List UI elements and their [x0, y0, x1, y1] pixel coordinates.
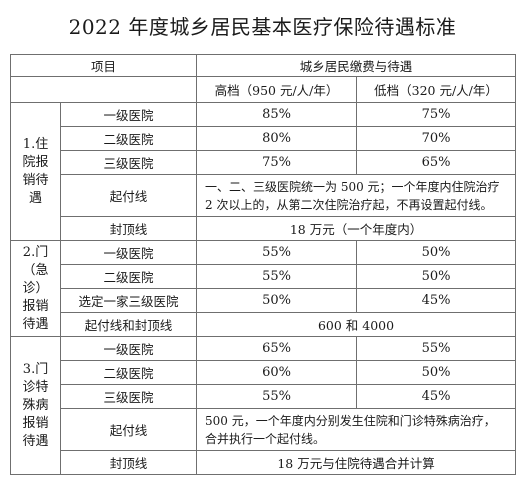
header-item: 项目 [9, 54, 198, 77]
row-high-value: 55% [196, 264, 358, 289]
table-row: 二级医院 80% 70% [11, 126, 517, 151]
table-row: 二级医院 55% 50% [11, 264, 517, 289]
row-high-value: 50% [196, 288, 358, 313]
table-row: 选定一家三级医院 50% 45% [11, 288, 517, 313]
header-group: 城乡居民缴费与待遇 [196, 54, 517, 77]
row-hospital-level: 选定一家三级医院 [59, 288, 198, 313]
row-hospital-level: 一级医院 [59, 240, 198, 265]
table-row: 起付线 一、二、三级医院统一为 500 元；一个年度内住院治疗 2 次以上的，从… [11, 174, 517, 217]
row-high-value: 75% [196, 150, 358, 175]
subheader-row: 高档（950 元/人/年） 低档（320 元/人/年） [9, 76, 517, 103]
benefits-table: 项目 城乡居民缴费与待遇 高档（950 元/人/年） 低档（320 元/人/年）… [9, 54, 517, 475]
row-low-value: 55% [356, 336, 517, 361]
table-row: 三级医院 75% 65% [11, 150, 517, 175]
row-low-value: 75% [356, 102, 517, 127]
table-row: 3.门诊特殊病报销待遇 一级医院 65% 55% [10, 336, 517, 475]
document-title: 2022 年度城乡居民基本医疗保险待遇标准 [68, 15, 457, 39]
header-row: 项目 城乡居民缴费与待遇 [9, 54, 517, 77]
cap-text: 18 万元（一个年度内） [196, 216, 517, 241]
cap-text: 18 万元与住院待遇合并计算 [196, 450, 517, 475]
row-high-value: 85% [196, 102, 358, 127]
table-row: 起付线 500 元，一个年度内分别发生住院和门诊特殊病治疗，合并执行一个起付线。 [11, 408, 517, 451]
row-high-value: 60% [196, 360, 358, 385]
cap-label: 封顶线 [59, 450, 198, 475]
row-hospital-level: 三级医院 [59, 150, 198, 175]
table-row: 二级医院 60% 50% [11, 360, 517, 385]
header-low-tier: 低档（320 元/人/年） [356, 76, 517, 103]
deductible-label: 起付线 [59, 408, 198, 451]
row-hospital-level: 二级医院 [59, 126, 198, 151]
row-high-value: 55% [196, 384, 358, 409]
row-low-value: 70% [356, 126, 517, 151]
row-high-value: 65% [196, 336, 358, 361]
deductible-text: 一、二、三级医院统一为 500 元；一个年度内住院治疗 2 次以上的，从第二次住… [196, 174, 517, 217]
section3-label: 3.门诊特殊病报销待遇 [10, 336, 61, 475]
row-high-value: 80% [196, 126, 358, 151]
deductible-label: 起付线 [59, 174, 198, 217]
row-low-value: 45% [356, 384, 517, 409]
deductible-text: 500 元，一个年度内分别发生住院和门诊特殊病治疗，合并执行一个起付线。 [196, 408, 517, 451]
row-hospital-level: 一级医院 [59, 102, 198, 127]
row-high-value: 55% [196, 240, 358, 265]
row-low-value: 45% [356, 288, 517, 313]
header-high-tier: 高档（950 元/人/年） [196, 76, 358, 103]
row-hospital-level: 一级医院 [59, 336, 198, 361]
table-row: 2.门（急诊）报销待遇 一级医院 55% 50% [10, 240, 517, 337]
section2-label: 2.门（急诊）报销待遇 [10, 240, 61, 337]
row-low-value: 50% [356, 264, 517, 289]
subheader-empty [9, 76, 198, 103]
table-row: 封顶线 18 万元（一个年度内） [11, 216, 517, 241]
section1-label: 1.住院报销待遇 [10, 102, 61, 241]
table-row: 1.住院报销待遇 一级医院 85% 75% [10, 102, 517, 241]
row-low-value: 50% [356, 240, 517, 265]
row-low-value: 65% [356, 150, 517, 175]
table-row: 封顶线 18 万元与住院待遇合并计算 [11, 450, 517, 475]
row-hospital-level: 二级医院 [59, 264, 198, 289]
limit-label: 起付线和封顶线 [59, 312, 198, 337]
table-row: 三级医院 55% 45% [11, 384, 517, 409]
row-hospital-level: 三级医院 [59, 384, 198, 409]
table-row: 起付线和封顶线 600 和 4000 [11, 312, 517, 337]
cap-label: 封顶线 [59, 216, 198, 241]
row-hospital-level: 二级医院 [59, 360, 198, 385]
row-low-value: 50% [356, 360, 517, 385]
limit-text: 600 和 4000 [196, 312, 517, 337]
